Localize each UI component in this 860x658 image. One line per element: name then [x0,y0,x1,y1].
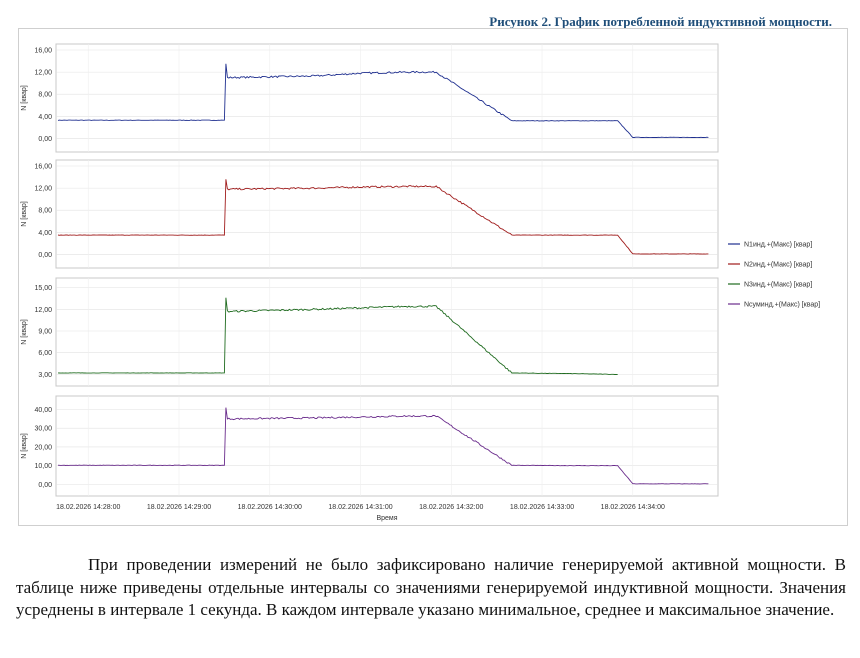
y-axis-label: N [квар] [21,319,28,344]
y-tick-label: 16,00 [34,164,52,171]
y-tick-label: 6,00 [38,350,52,357]
paragraph-text: При проведении измерений не было зафикси… [16,555,846,619]
y-axis-label: N [квар] [21,433,28,458]
x-tick-label: 18.02.2026 14:28:00 [56,504,120,511]
series-line-2 [57,179,709,255]
y-tick-label: 15,00 [34,285,52,292]
y-tick-label: 12,00 [34,307,52,314]
chart-panel-1 [55,43,719,153]
y-tick-label: 12,00 [34,186,52,193]
y-axis-label: N [квар] [21,85,28,110]
x-tick-label: 18.02.2026 14:34:00 [601,504,665,511]
x-tick-label: 18.02.2026 14:31:00 [328,504,392,511]
legend-label: N3инд.+(Макс) [квар] [744,282,812,289]
series-line-4 [57,407,709,485]
x-tick-label: 18.02.2026 14:29:00 [147,504,211,511]
chart-panel-3 [55,277,719,387]
x-axis-label: Время [376,515,397,522]
series-line-1 [57,63,709,139]
y-tick-label: 30,00 [34,426,52,433]
y-tick-label: 12,00 [34,70,52,77]
x-tick-label: 18.02.2026 14:32:00 [419,504,483,511]
y-axis-label: N [квар] [21,201,28,226]
charts-svg: 16,00 12,00 8,00 4,00 0,00 N [квар] 16,00 12,00… [21,43,820,522]
y-tick-label: 0,00 [38,252,52,259]
y-tick-label: 20,00 [34,444,52,451]
y-tick-label: 10,00 [34,463,52,470]
y-tick-label: 9,00 [38,329,52,336]
legend-label: Nсуминд.+(Макс) [квар] [744,302,820,309]
y-tick-label: 4,00 [38,230,52,237]
x-tick-label: 18.02.2026 14:33:00 [510,504,574,511]
figure-caption: Рисунок 2. График потребленной индуктивн… [489,14,832,29]
legend-label: N2инд.+(Макс) [квар] [744,262,812,269]
y-tick-label: 40,00 [34,407,52,414]
y-tick-label: 0,00 [38,482,52,489]
y-tick-label: 4,00 [38,114,52,121]
body-paragraph: При проведении измерений не было зафикси… [16,554,846,622]
legend-label: N1инд.+(Макс) [квар] [744,242,812,249]
y-tick-label: 8,00 [38,208,52,215]
series-line-3 [57,297,618,375]
y-tick-label: 3,00 [38,372,52,379]
y-tick-label: 16,00 [34,48,52,55]
y-tick-label: 8,00 [38,92,52,99]
chart-panel-2 [55,159,719,269]
y-tick-label: 0,00 [38,136,52,143]
x-tick-label: 18.02.2026 14:30:00 [238,504,302,511]
chart-panel-4 [55,395,719,497]
